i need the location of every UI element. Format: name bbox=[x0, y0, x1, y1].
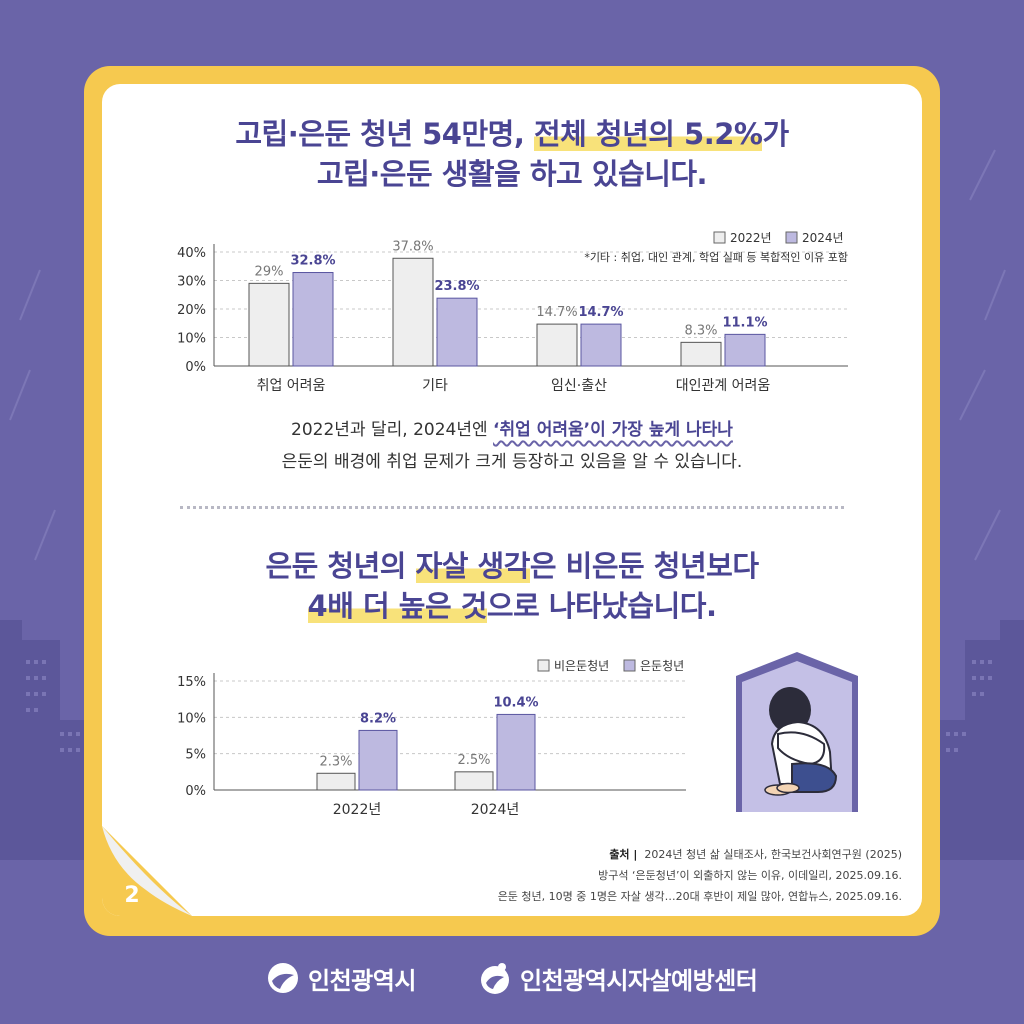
section2-title-part: 은둔 청년의 bbox=[265, 549, 416, 583]
section1-title-line2: 고립·은둔 생활을 하고 있습니다. bbox=[316, 157, 708, 191]
data-label: 11.1% bbox=[722, 315, 767, 330]
legend-swatch bbox=[785, 231, 798, 244]
chart-suicidal-thoughts: 0% 5% 10% 15% 2.3% 8.2% 2022년 2.5% 10.4% 2024년 비은둔… bbox=[177, 659, 686, 818]
section2-title-part: 으로 나타났습니다. bbox=[486, 589, 717, 623]
section2-title-part: 은 비은둔 청년보다 bbox=[529, 549, 759, 583]
section1-title-highlight: 전체 청년의 5.2% bbox=[533, 117, 763, 151]
bar bbox=[454, 771, 494, 791]
section1-title-part: 가 bbox=[762, 117, 789, 151]
x-tick-label: 임신·출산 bbox=[551, 378, 607, 394]
logo-incheon: 인천광역시 bbox=[266, 958, 416, 998]
logo1-text: 인천광역시 bbox=[308, 966, 416, 995]
x-tick-label: 대인관계 어려움 bbox=[676, 378, 771, 394]
desc-text: 2022년과 달리, 2024년엔 bbox=[291, 420, 494, 440]
chart-hikikomori-reasons: 0% 10% 20% 30% 40% 29% 32.8% 취업 어려움 37.8% 23.8% 기타… bbox=[177, 231, 848, 394]
desc-line2: 은둔의 배경에 취업 문제가 크게 등장하고 있음을 알 수 있습니다. bbox=[281, 452, 743, 472]
logo2-text: 인천광역시자살예방센터 bbox=[520, 966, 758, 995]
data-label: 2.5% bbox=[457, 753, 490, 768]
section2-title: 은둔 청년의 자살 생각은 비은둔 청년보다 4배 더 높은 것으로 나타났습니… bbox=[102, 546, 922, 626]
section1-description: 2022년과 달리, 2024년엔 ‘취업 어려움’이 가장 높게 나타나 은둔… bbox=[102, 414, 922, 478]
data-label: 8.3% bbox=[684, 323, 717, 338]
chart-note: *기타 : 취업, 대인 관계, 학업 실패 등 복합적인 이유 포함 bbox=[584, 251, 848, 264]
y-tick-label: 10% bbox=[177, 711, 206, 726]
x-tick-label: 2024년 bbox=[471, 802, 520, 818]
x-tick-label: 기타 bbox=[422, 378, 448, 394]
bar bbox=[292, 272, 334, 367]
legend-label: 2024년 bbox=[802, 231, 844, 245]
content-card: 고립·은둔 청년 54만명, 전체 청년의 5.2%가 고립·은둔 생활을 하고… bbox=[102, 84, 922, 916]
data-label: 29% bbox=[255, 264, 284, 279]
legend-swatch bbox=[537, 659, 550, 672]
bar bbox=[536, 323, 578, 367]
data-label: 37.8% bbox=[392, 239, 433, 254]
section1-title-part: 고립·은둔 청년 54만명, bbox=[235, 117, 534, 151]
bar bbox=[496, 713, 536, 791]
legend-label: 은둔청년 bbox=[640, 659, 684, 673]
y-tick-label: 10% bbox=[177, 332, 206, 347]
data-label: 14.7% bbox=[578, 305, 623, 320]
bar bbox=[248, 282, 290, 367]
source-line: 은둔 청년, 10명 중 1명은 자살 생각…20대 후반이 제일 많아, 연합… bbox=[497, 890, 902, 903]
y-tick-label: 0% bbox=[185, 360, 206, 375]
x-tick-label: 취업 어려움 bbox=[257, 378, 326, 394]
page-number: 2 bbox=[124, 883, 140, 908]
legend-label: 2022년 bbox=[730, 231, 772, 245]
bar bbox=[580, 323, 622, 367]
y-tick-label: 40% bbox=[177, 246, 206, 261]
data-label: 14.7% bbox=[536, 305, 577, 320]
prevention-center-logo-icon bbox=[481, 963, 509, 994]
legend-swatch bbox=[713, 231, 726, 244]
data-label: 2.3% bbox=[319, 754, 352, 769]
sad-person-illustration bbox=[736, 652, 858, 812]
bar bbox=[392, 257, 434, 367]
data-label: 8.2% bbox=[360, 711, 396, 726]
bar bbox=[436, 297, 478, 367]
bar bbox=[316, 772, 356, 791]
section2-title-highlight: 4배 더 높은 것 bbox=[307, 589, 487, 623]
data-label: 32.8% bbox=[290, 254, 335, 269]
bar bbox=[680, 341, 722, 367]
source-line: 방구석 ‘은둔청년’이 외출하지 않는 이유, 이데일리, 2025.09.16… bbox=[598, 869, 902, 882]
x-tick-label: 2022년 bbox=[333, 802, 382, 818]
legend-label: 비은둔청년 bbox=[554, 659, 609, 673]
incheon-logo-icon bbox=[268, 963, 298, 993]
section1-title: 고립·은둔 청년 54만명, 전체 청년의 5.2%가 고립·은둔 생활을 하고… bbox=[102, 114, 922, 194]
bar bbox=[724, 333, 766, 367]
y-tick-label: 20% bbox=[177, 303, 206, 318]
source-label: 출처 | bbox=[609, 848, 638, 861]
source-block: 출처 | 2024년 청년 삶 실태조사, 한국보건사회연구원 (2025) 방… bbox=[498, 844, 902, 907]
y-tick-label: 15% bbox=[177, 675, 206, 690]
y-tick-label: 30% bbox=[177, 275, 206, 290]
source-line: 2024년 청년 삶 실태조사, 한국보건사회연구원 (2025) bbox=[644, 848, 902, 861]
bar bbox=[358, 729, 398, 791]
folded-corner bbox=[102, 826, 192, 916]
y-tick-label: 5% bbox=[185, 748, 206, 763]
legend-swatch bbox=[623, 659, 636, 672]
y-tick-label: 0% bbox=[185, 784, 206, 799]
section2-title-highlight: 자살 생각 bbox=[415, 549, 530, 583]
desc-emphasis: ‘취업 어려움’이 가장 높게 나타나 bbox=[493, 420, 733, 440]
data-label: 10.4% bbox=[493, 695, 538, 710]
dotted-divider bbox=[180, 506, 844, 509]
logo-suicide-prevention-center: 인천광역시자살예방센터 bbox=[478, 958, 758, 998]
data-label: 23.8% bbox=[434, 279, 479, 294]
